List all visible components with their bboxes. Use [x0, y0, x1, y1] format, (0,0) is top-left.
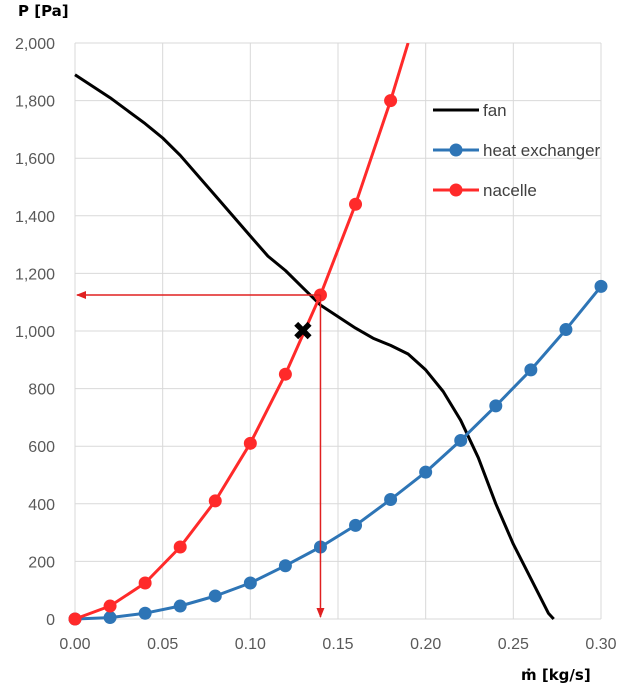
y-tick-label: 1,400	[15, 209, 55, 226]
y-tick-label: 2,000	[15, 36, 55, 53]
x-tick-label: 0.00	[59, 636, 90, 653]
data-point-nacelle	[278, 367, 292, 381]
y-tick-label: 0	[46, 612, 55, 629]
data-point-nacelle	[384, 94, 398, 108]
legend-label-fan: fan	[483, 101, 507, 120]
data-point-nacelle	[138, 576, 152, 590]
data-point-heat-exchanger	[524, 363, 538, 377]
x-tick-label: 0.05	[147, 636, 178, 653]
y-tick-label: 400	[28, 497, 55, 514]
data-point-heat-exchanger	[489, 399, 503, 413]
y-tick-label: 1,800	[15, 94, 55, 111]
y-tick-label: 200	[28, 554, 55, 571]
data-point-heat-exchanger	[243, 576, 257, 590]
data-point-heat-exchanger	[208, 589, 222, 603]
data-point-heat-exchanger	[349, 518, 363, 532]
data-point-heat-exchanger	[173, 599, 187, 613]
y-tick-label: 800	[28, 382, 55, 399]
data-point-heat-exchanger	[594, 279, 608, 293]
data-point-nacelle	[243, 436, 257, 450]
data-point-heat-exchanger	[138, 606, 152, 620]
x-tick-label: 0.10	[235, 636, 266, 653]
data-point-heat-exchanger	[384, 492, 398, 506]
data-point-heat-exchanger	[559, 323, 573, 337]
y-tick-label: 600	[28, 439, 55, 456]
design-point-marker: ✖	[292, 317, 314, 347]
legend-marker-heat-exchanger	[449, 143, 463, 157]
x-tick-label: 0.30	[585, 636, 616, 653]
annotations: ✖	[76, 291, 325, 618]
legend-marker-nacelle	[449, 183, 463, 197]
data-point-nacelle	[173, 540, 187, 554]
data-point-nacelle	[103, 599, 117, 613]
legend: fan heat exchanger nacelle	[433, 101, 601, 200]
data-point-nacelle	[68, 612, 82, 626]
y-tick-label: 1,200	[15, 266, 55, 283]
data-point-heat-exchanger	[419, 465, 433, 479]
data-point-nacelle	[349, 197, 363, 211]
y-tick-label: 1,600	[15, 151, 55, 168]
legend-label-heat-exchanger: heat exchanger	[483, 141, 601, 160]
tick-labels: 0 200 400 600 800 1,000 1,200 1,400 1,600 1,800 2,…	[15, 36, 617, 653]
data-point-nacelle	[208, 494, 222, 508]
legend-label-nacelle: nacelle	[483, 181, 537, 200]
y-tick-label: 1,000	[15, 324, 55, 341]
data-point-heat-exchanger	[278, 559, 292, 573]
series-line-heat-exchanger	[74, 285, 603, 621]
grid	[74, 42, 602, 620]
x-axis-label: ṁ [kg/s]	[521, 666, 591, 684]
x-tick-label: 0.20	[410, 636, 441, 653]
series-line-fan	[74, 73, 555, 621]
data-point-heat-exchanger	[103, 611, 117, 625]
series-layer	[68, 43, 608, 626]
data-point-heat-exchanger	[454, 433, 468, 447]
x-tick-label: 0.25	[498, 636, 529, 653]
y-axis-label: P [Pa]	[18, 2, 69, 20]
series-clip	[68, 43, 608, 626]
x-tick-label: 0.15	[322, 636, 353, 653]
